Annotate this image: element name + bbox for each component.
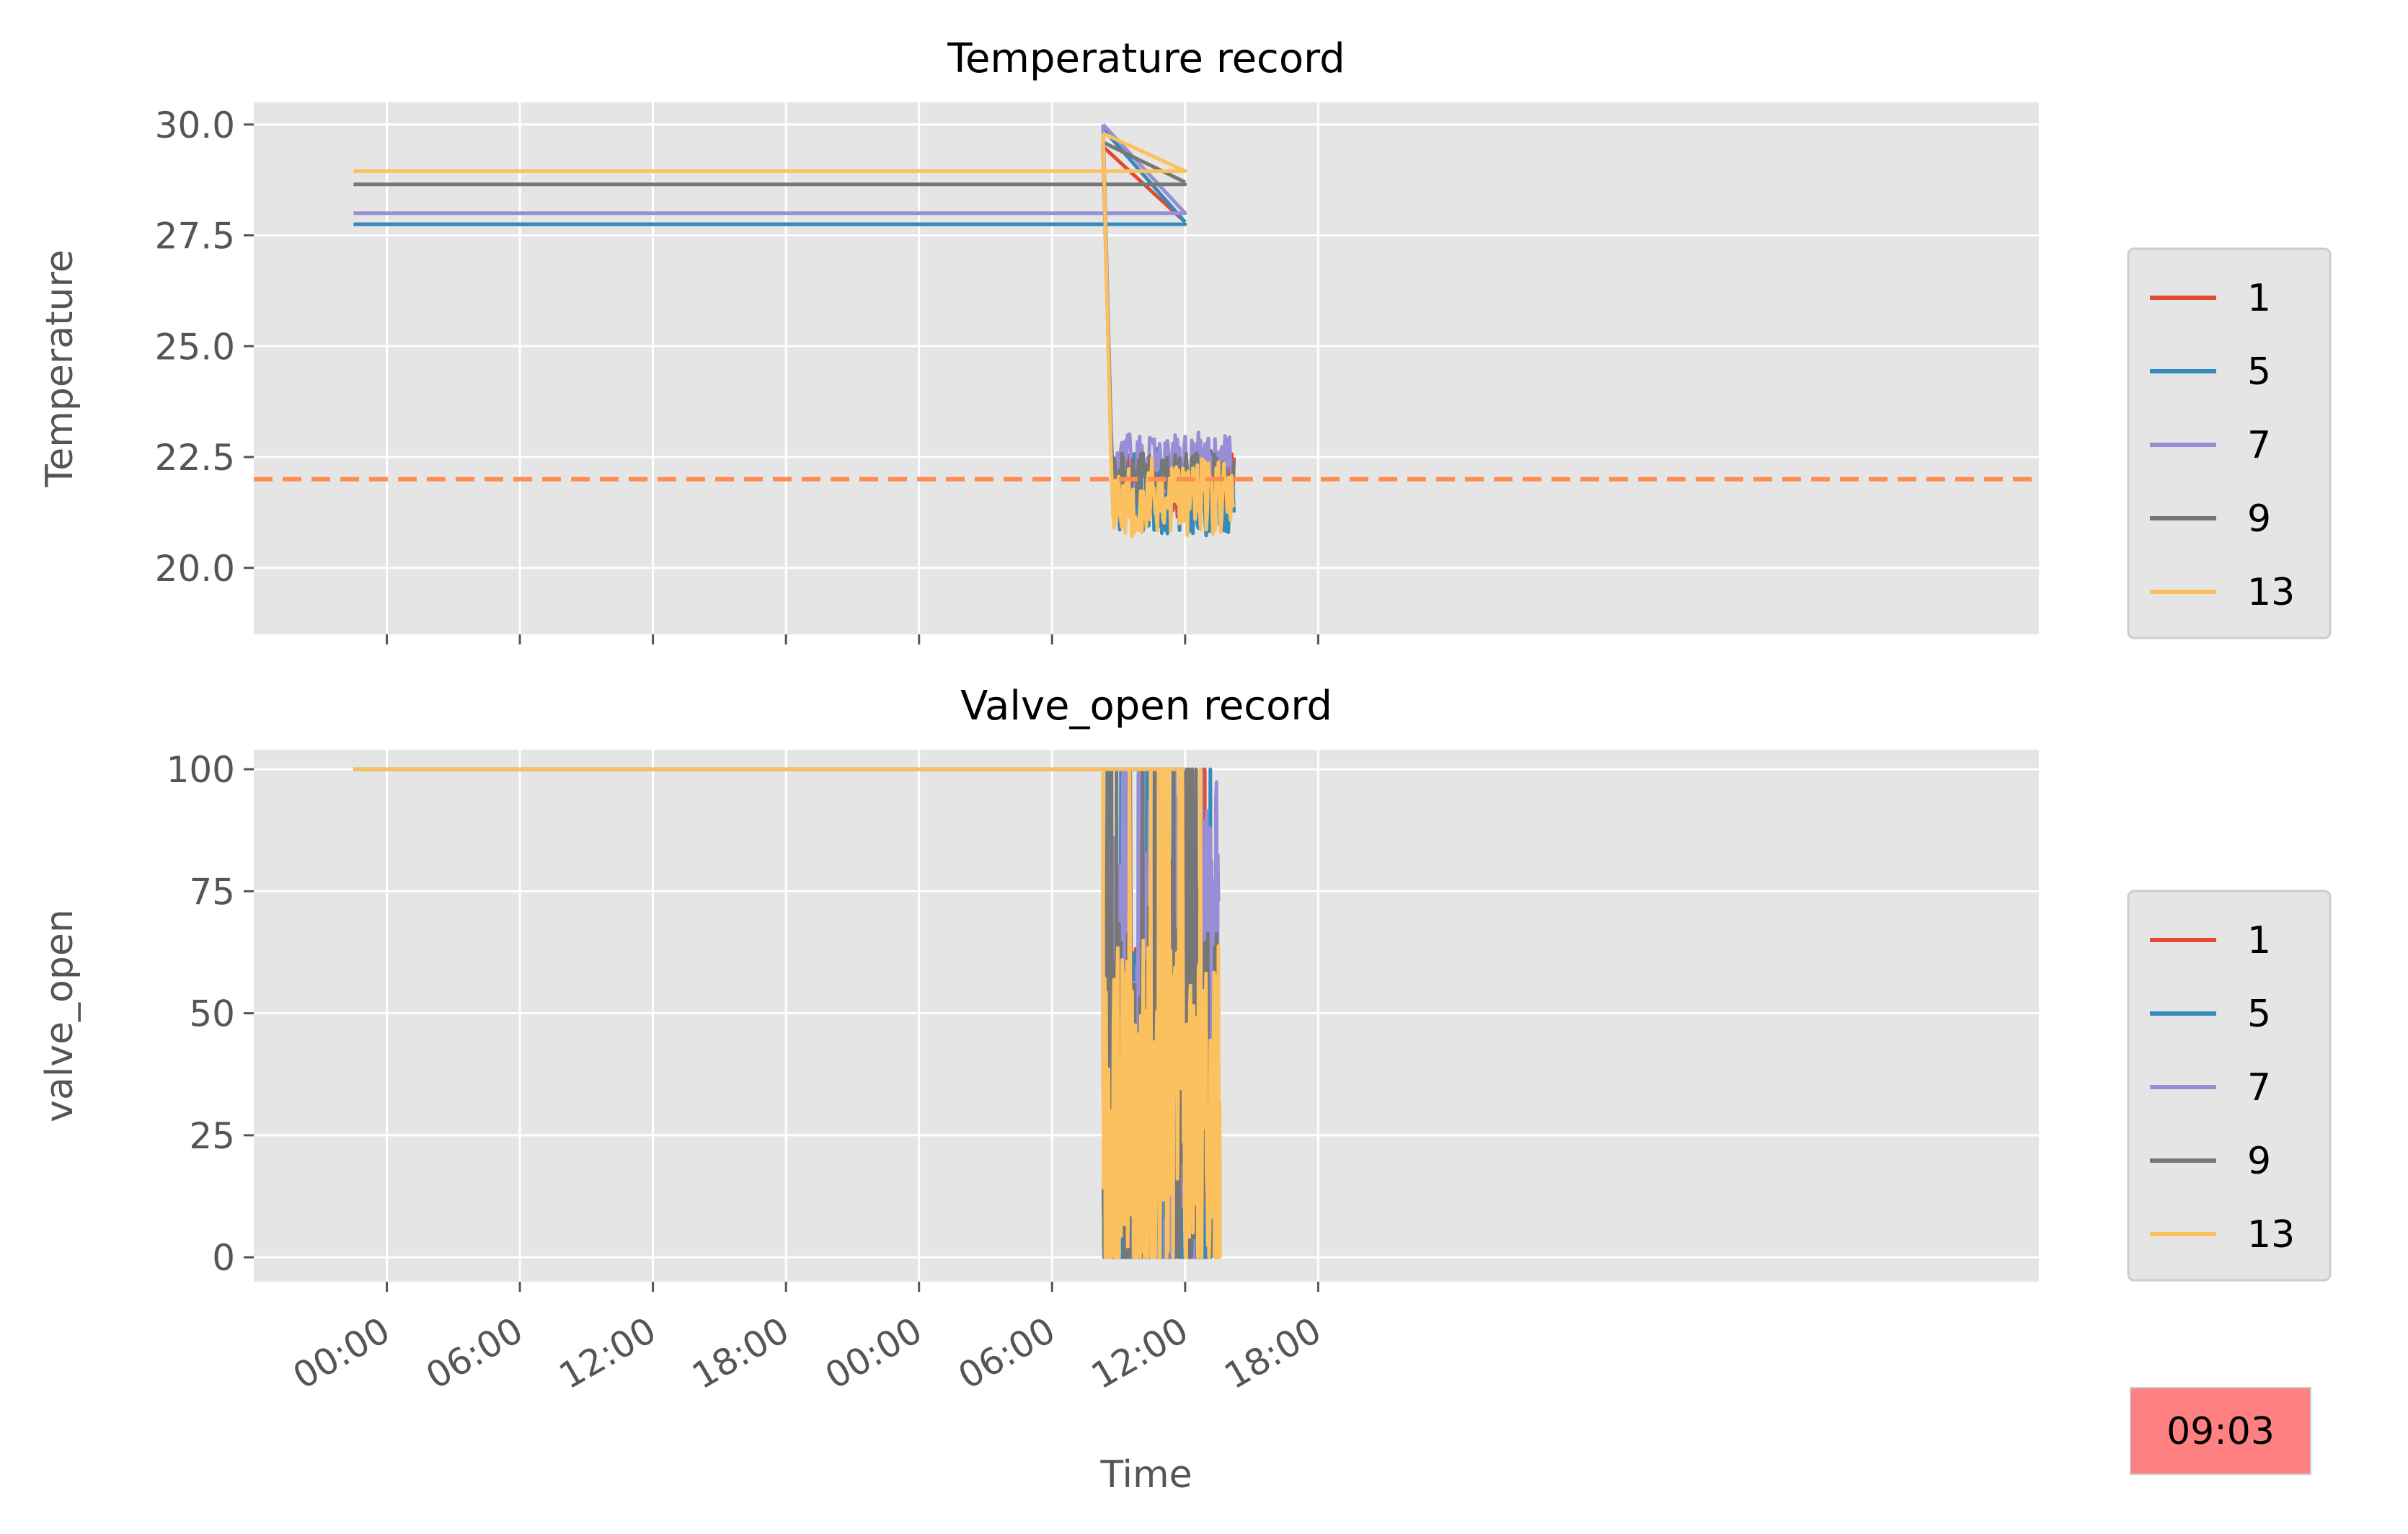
legend-label-5: 5 [2247,350,2271,394]
series-noisy-13 [1101,767,1222,1259]
y-tick-label: 100 [167,749,235,791]
y-axis-label: Temperature [38,249,81,487]
legend-label-5: 5 [2247,993,2271,1036]
series-ramp-13 [1102,131,1186,173]
legend-box [2127,247,2332,639]
x-tick-label: 12:00 [552,1309,663,1397]
y-tick-label: 0 [212,1237,235,1279]
temperature-panel: 20.0 22.5 25.0 27.5 30.0 Temperature record Te… [38,35,2039,644]
x-tick-label: 12:00 [1084,1309,1195,1397]
x-tick-label: 18:00 [685,1309,796,1397]
y-tick-label: 20.0 [155,548,235,590]
y-tick-label: 25 [189,1115,235,1157]
series-ramp-5 [1102,128,1187,223]
series-13 [353,767,1222,1259]
clock-badge-text: 09:03 [2166,1410,2275,1453]
series-13 [353,131,1236,538]
x-tick-label: 00:00 [286,1309,397,1397]
x-tick-label: 06:00 [951,1309,1062,1397]
legend-label-9: 9 [2247,497,2271,541]
series-ramp-9 [1102,141,1186,184]
legend-label-1: 1 [2247,277,2271,320]
y-axis-label: valve_open [38,909,81,1122]
y-tick-label: 25.0 [155,326,235,368]
valve-open-legend: 1 5 7 9 13 [2127,890,2332,1282]
legend-label-13: 13 [2247,571,2295,614]
legend-label-7: 7 [2247,424,2271,467]
y-tick-label: 27.5 [155,216,235,257]
temperature-legend: 1 5 7 9 13 [2127,247,2332,639]
x-axis-label: Time [1099,1453,1192,1497]
y-tick-label: 22.5 [155,437,235,479]
series-noisy-13 [1101,133,1236,538]
y-tick-label: 30.0 [155,105,235,146]
legend-label-7: 7 [2247,1066,2271,1109]
legend-label-13: 13 [2247,1213,2295,1256]
x-tick-label: 06:00 [419,1309,530,1397]
clock-badge-box [2130,1387,2311,1475]
plot-area [254,102,2039,634]
chart-title: Temperature record [947,35,1345,82]
x-tick-label: 18:00 [1218,1309,1329,1397]
legend-label-9: 9 [2247,1140,2271,1183]
chart-title: Valve_open record [960,683,1332,730]
legend-box [2127,890,2332,1282]
legend-label-1: 1 [2247,919,2271,962]
clock-badge: 09:03 [2130,1387,2311,1475]
x-tick-label: 00:00 [818,1309,929,1397]
y-tick-label: 75 [189,871,235,913]
y-tick-label: 50 [189,993,235,1035]
